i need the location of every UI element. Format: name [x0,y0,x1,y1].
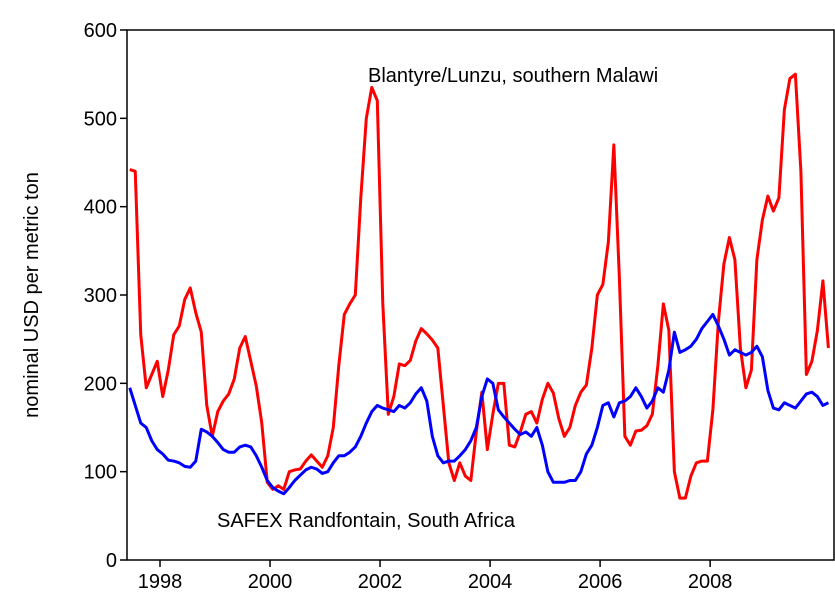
y-tick-label: 500 [84,108,117,130]
y-tick-label: 100 [84,462,117,484]
y-tick-label: 600 [84,20,117,42]
series-line [128,312,830,496]
x-tick-label: 2004 [468,571,513,593]
y-axis-label: nominal USD per metric ton [21,172,43,418]
series-annotation: SAFEX Randfontain, South Africa [217,510,516,532]
x-tick-label: 1998 [138,571,183,593]
x-tick-label: 2002 [358,571,403,593]
y-tick-label: 400 [84,197,117,219]
series-annotation: Blantyre/Lunzu, southern Malawi [368,65,658,87]
x-tick-label: 2008 [688,571,733,593]
x-tick-label: 2006 [578,571,623,593]
y-tick-label: 0 [106,550,117,572]
y-tick-label: 200 [84,373,117,395]
y-tick-label: 300 [84,285,117,307]
series-line [129,72,830,500]
x-tick-label: 2000 [248,571,293,593]
plot-frame [126,29,835,561]
